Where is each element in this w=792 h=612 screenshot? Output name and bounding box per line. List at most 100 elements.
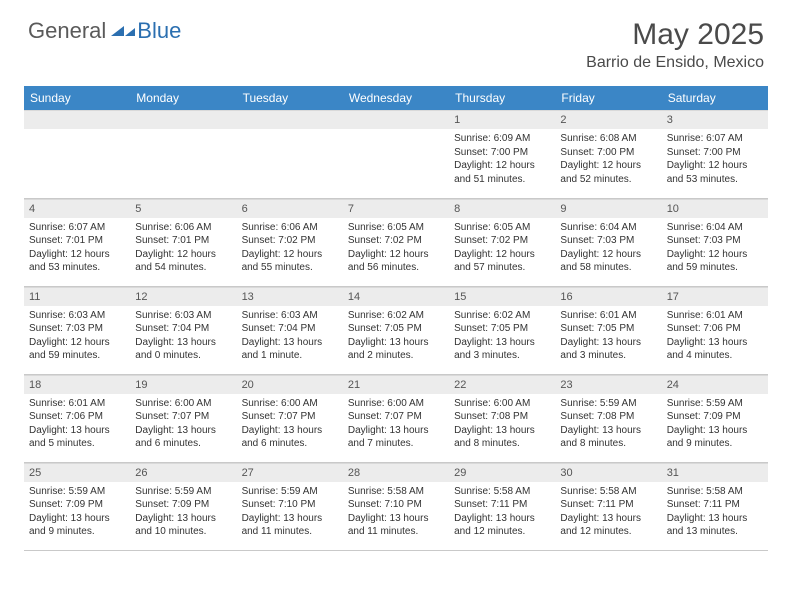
- calendar-cell: 20Sunrise: 6:00 AMSunset: 7:07 PMDayligh…: [237, 374, 343, 462]
- logo-triangle-icon: [111, 22, 135, 40]
- daylight-text: Daylight: 12 hours and 53 minutes.: [667, 159, 763, 186]
- day-number: 5: [130, 199, 236, 218]
- calendar-cell: [343, 110, 449, 198]
- day-header: Friday: [555, 86, 661, 110]
- day-body: Sunrise: 6:03 AMSunset: 7:04 PMDaylight:…: [237, 306, 343, 366]
- day-body: Sunrise: 6:02 AMSunset: 7:05 PMDaylight:…: [343, 306, 449, 366]
- sunset-text: Sunset: 7:11 PM: [560, 498, 656, 512]
- calendar-body: 1Sunrise: 6:09 AMSunset: 7:00 PMDaylight…: [24, 110, 768, 550]
- day-body: [343, 129, 449, 135]
- calendar-cell: 30Sunrise: 5:58 AMSunset: 7:11 PMDayligh…: [555, 462, 661, 550]
- calendar-cell: 29Sunrise: 5:58 AMSunset: 7:11 PMDayligh…: [449, 462, 555, 550]
- calendar-cell: 6Sunrise: 6:06 AMSunset: 7:02 PMDaylight…: [237, 198, 343, 286]
- day-body: Sunrise: 6:00 AMSunset: 7:07 PMDaylight:…: [130, 394, 236, 454]
- day-body: Sunrise: 5:59 AMSunset: 7:09 PMDaylight:…: [130, 482, 236, 542]
- day-number: 4: [24, 199, 130, 218]
- sunrise-text: Sunrise: 6:06 AM: [242, 221, 338, 235]
- logo-text-blue: Blue: [137, 18, 181, 44]
- day-number: 14: [343, 287, 449, 306]
- day-body: Sunrise: 6:05 AMSunset: 7:02 PMDaylight:…: [449, 218, 555, 278]
- calendar-cell: 12Sunrise: 6:03 AMSunset: 7:04 PMDayligh…: [130, 286, 236, 374]
- sunrise-text: Sunrise: 5:59 AM: [667, 397, 763, 411]
- day-body: Sunrise: 6:01 AMSunset: 7:05 PMDaylight:…: [555, 306, 661, 366]
- day-body: Sunrise: 6:04 AMSunset: 7:03 PMDaylight:…: [662, 218, 768, 278]
- day-number: 19: [130, 375, 236, 394]
- sunset-text: Sunset: 7:09 PM: [135, 498, 231, 512]
- calendar-cell: 22Sunrise: 6:00 AMSunset: 7:08 PMDayligh…: [449, 374, 555, 462]
- sunset-text: Sunset: 7:11 PM: [667, 498, 763, 512]
- day-body: Sunrise: 5:59 AMSunset: 7:09 PMDaylight:…: [24, 482, 130, 542]
- day-body: Sunrise: 5:58 AMSunset: 7:11 PMDaylight:…: [662, 482, 768, 542]
- day-body: Sunrise: 6:07 AMSunset: 7:01 PMDaylight:…: [24, 218, 130, 278]
- daylight-text: Daylight: 12 hours and 59 minutes.: [667, 248, 763, 275]
- day-number: 2: [555, 110, 661, 129]
- sunset-text: Sunset: 7:03 PM: [667, 234, 763, 248]
- daylight-text: Daylight: 13 hours and 9 minutes.: [667, 424, 763, 451]
- calendar-cell: 23Sunrise: 5:59 AMSunset: 7:08 PMDayligh…: [555, 374, 661, 462]
- daylight-text: Daylight: 13 hours and 8 minutes.: [560, 424, 656, 451]
- title-block: May 2025 Barrio de Ensido, Mexico: [586, 18, 764, 72]
- month-title: May 2025: [586, 18, 764, 52]
- calendar-week: 4Sunrise: 6:07 AMSunset: 7:01 PMDaylight…: [24, 198, 768, 286]
- daylight-text: Daylight: 13 hours and 3 minutes.: [560, 336, 656, 363]
- day-body: Sunrise: 6:03 AMSunset: 7:03 PMDaylight:…: [24, 306, 130, 366]
- logo-text-general: General: [28, 18, 106, 44]
- day-body: Sunrise: 5:59 AMSunset: 7:08 PMDaylight:…: [555, 394, 661, 454]
- sunrise-text: Sunrise: 6:00 AM: [454, 397, 550, 411]
- calendar-cell: 2Sunrise: 6:08 AMSunset: 7:00 PMDaylight…: [555, 110, 661, 198]
- sunset-text: Sunset: 7:05 PM: [454, 322, 550, 336]
- sunset-text: Sunset: 7:04 PM: [135, 322, 231, 336]
- day-body: Sunrise: 6:02 AMSunset: 7:05 PMDaylight:…: [449, 306, 555, 366]
- sunset-text: Sunset: 7:07 PM: [135, 410, 231, 424]
- sunrise-text: Sunrise: 5:58 AM: [348, 485, 444, 499]
- calendar-cell: 5Sunrise: 6:06 AMSunset: 7:01 PMDaylight…: [130, 198, 236, 286]
- day-header: Tuesday: [237, 86, 343, 110]
- sunset-text: Sunset: 7:01 PM: [29, 234, 125, 248]
- sunset-text: Sunset: 7:02 PM: [348, 234, 444, 248]
- day-header: Wednesday: [343, 86, 449, 110]
- day-number: 1: [449, 110, 555, 129]
- calendar-cell: 7Sunrise: 6:05 AMSunset: 7:02 PMDaylight…: [343, 198, 449, 286]
- day-number: 26: [130, 463, 236, 482]
- day-header: Thursday: [449, 86, 555, 110]
- sunset-text: Sunset: 7:03 PM: [560, 234, 656, 248]
- day-body: Sunrise: 5:59 AMSunset: 7:10 PMDaylight:…: [237, 482, 343, 542]
- daylight-text: Daylight: 12 hours and 54 minutes.: [135, 248, 231, 275]
- sunrise-text: Sunrise: 6:06 AM: [135, 221, 231, 235]
- calendar-cell: 24Sunrise: 5:59 AMSunset: 7:09 PMDayligh…: [662, 374, 768, 462]
- day-number: 30: [555, 463, 661, 482]
- day-number: 18: [24, 375, 130, 394]
- daylight-text: Daylight: 13 hours and 11 minutes.: [348, 512, 444, 539]
- calendar-cell: 9Sunrise: 6:04 AMSunset: 7:03 PMDaylight…: [555, 198, 661, 286]
- day-number: 8: [449, 199, 555, 218]
- sunset-text: Sunset: 7:10 PM: [242, 498, 338, 512]
- sunrise-text: Sunrise: 6:02 AM: [454, 309, 550, 323]
- sunrise-text: Sunrise: 6:07 AM: [667, 132, 763, 146]
- calendar-cell: 1Sunrise: 6:09 AMSunset: 7:00 PMDaylight…: [449, 110, 555, 198]
- sunset-text: Sunset: 7:09 PM: [29, 498, 125, 512]
- daylight-text: Daylight: 13 hours and 4 minutes.: [667, 336, 763, 363]
- daylight-text: Daylight: 12 hours and 58 minutes.: [560, 248, 656, 275]
- sunrise-text: Sunrise: 6:05 AM: [348, 221, 444, 235]
- calendar-cell: 11Sunrise: 6:03 AMSunset: 7:03 PMDayligh…: [24, 286, 130, 374]
- day-body: Sunrise: 6:05 AMSunset: 7:02 PMDaylight:…: [343, 218, 449, 278]
- sunrise-text: Sunrise: 6:00 AM: [242, 397, 338, 411]
- calendar-week: 18Sunrise: 6:01 AMSunset: 7:06 PMDayligh…: [24, 374, 768, 462]
- calendar-cell: 8Sunrise: 6:05 AMSunset: 7:02 PMDaylight…: [449, 198, 555, 286]
- sunset-text: Sunset: 7:00 PM: [667, 146, 763, 160]
- day-number: 17: [662, 287, 768, 306]
- sunrise-text: Sunrise: 6:07 AM: [29, 221, 125, 235]
- day-number: 11: [24, 287, 130, 306]
- calendar-week: 25Sunrise: 5:59 AMSunset: 7:09 PMDayligh…: [24, 462, 768, 550]
- sunrise-text: Sunrise: 6:03 AM: [135, 309, 231, 323]
- daylight-text: Daylight: 12 hours and 57 minutes.: [454, 248, 550, 275]
- calendar-cell: 26Sunrise: 5:59 AMSunset: 7:09 PMDayligh…: [130, 462, 236, 550]
- calendar-cell: [237, 110, 343, 198]
- day-number: [24, 110, 130, 129]
- sunrise-text: Sunrise: 5:59 AM: [135, 485, 231, 499]
- sunset-text: Sunset: 7:06 PM: [667, 322, 763, 336]
- daylight-text: Daylight: 12 hours and 52 minutes.: [560, 159, 656, 186]
- sunrise-text: Sunrise: 6:05 AM: [454, 221, 550, 235]
- day-body: Sunrise: 6:00 AMSunset: 7:07 PMDaylight:…: [343, 394, 449, 454]
- day-body: Sunrise: 6:07 AMSunset: 7:00 PMDaylight:…: [662, 129, 768, 189]
